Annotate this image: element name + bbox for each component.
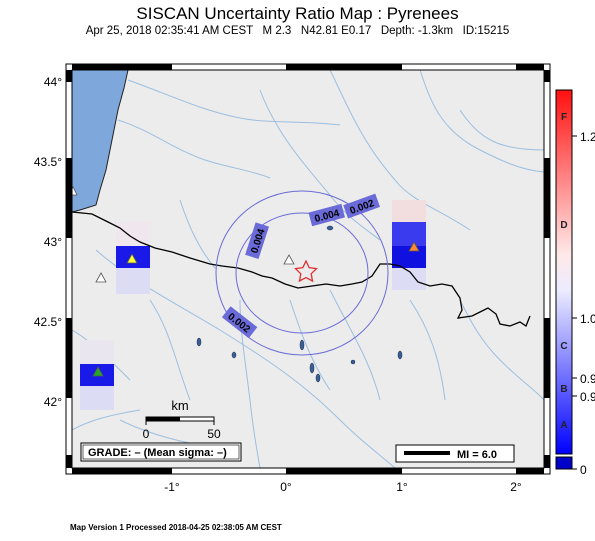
longitude-labels: -1° 0° 1° 2° [164,480,522,494]
map-figure: 0.004 0.002 0.004 0.002 [34,63,595,494]
colorbar-value: 0.9 [580,372,595,386]
sea-bay-of-biscay [72,70,128,212]
uncertainty-halos [80,200,426,410]
stations [68,186,420,377]
lon-tick-label: 2° [510,480,522,494]
colorbar: F D C B A 1.2 1.0 0.9 0.9 0 [555,89,595,477]
scale-label: 50 [207,427,221,441]
grade-letter-d: D [560,220,567,231]
lon-tick-label: -1° [164,480,180,494]
colorbar-bottom-swatch [555,456,573,470]
grade-letter-a: A [560,420,567,431]
mi-box: MI = 6.0 [395,444,515,463]
grade-box: GRADE: – (Mean sigma: –) [80,442,242,462]
country-border [72,211,531,327]
station-triangle [283,254,295,265]
grade-text: GRADE: – (Mean sigma: –) [88,447,227,459]
uncertainty-cell [392,246,426,268]
latitude-labels: 44° 43.5° 43° 42.5° 42° [34,75,62,409]
mi-text: MI = 6.0 [457,449,497,461]
station-triangle [126,253,138,264]
land [72,70,544,468]
lon-tick-label: 0° [280,480,292,494]
lon-tick-label: 1° [396,480,408,494]
grade-letter-b: B [560,384,567,395]
colorbar-value: 0 [580,463,587,477]
map-frame [65,63,551,475]
lat-tick-label: 43.5° [34,155,62,169]
uncertainty-contours [215,190,389,356]
colorbar-gradient [555,89,573,455]
map-title: SISCAN Uncertainty Ratio Map : Pyrenees [136,4,459,23]
station-triangle [95,272,107,283]
scale-bar: km 0 50 [143,398,221,441]
epicenter-star [294,259,318,283]
station-triangle [92,366,104,377]
colorbar-value: 1.2 [580,130,595,144]
scale-label: 0 [143,427,150,441]
lat-tick-label: 44° [44,75,62,89]
event-subtitle: Apr 25, 2018 02:35:41 AM CEST M 2.3 N42.… [85,25,510,37]
lakes [196,225,403,383]
lat-tick-label: 42° [44,395,62,409]
processing-footer: Map Version 1 Processed 2018-04-25 02:38… [70,523,282,532]
coastline [72,70,129,213]
grade-letter-f: F [561,112,567,123]
colorbar-value: 0.9 [580,390,595,404]
map-area [72,70,544,468]
lat-tick-label: 42.5° [34,315,62,329]
contour-0.004 [235,212,369,334]
uncertainty-cell [392,222,426,246]
colorbar-value: 1.0 [580,312,595,326]
lat-tick-label: 43° [44,235,62,249]
contour-0.002 [215,190,389,356]
station-triangle [408,241,420,252]
grade-letter-c: C [560,341,567,352]
scale-unit: km [171,398,188,413]
